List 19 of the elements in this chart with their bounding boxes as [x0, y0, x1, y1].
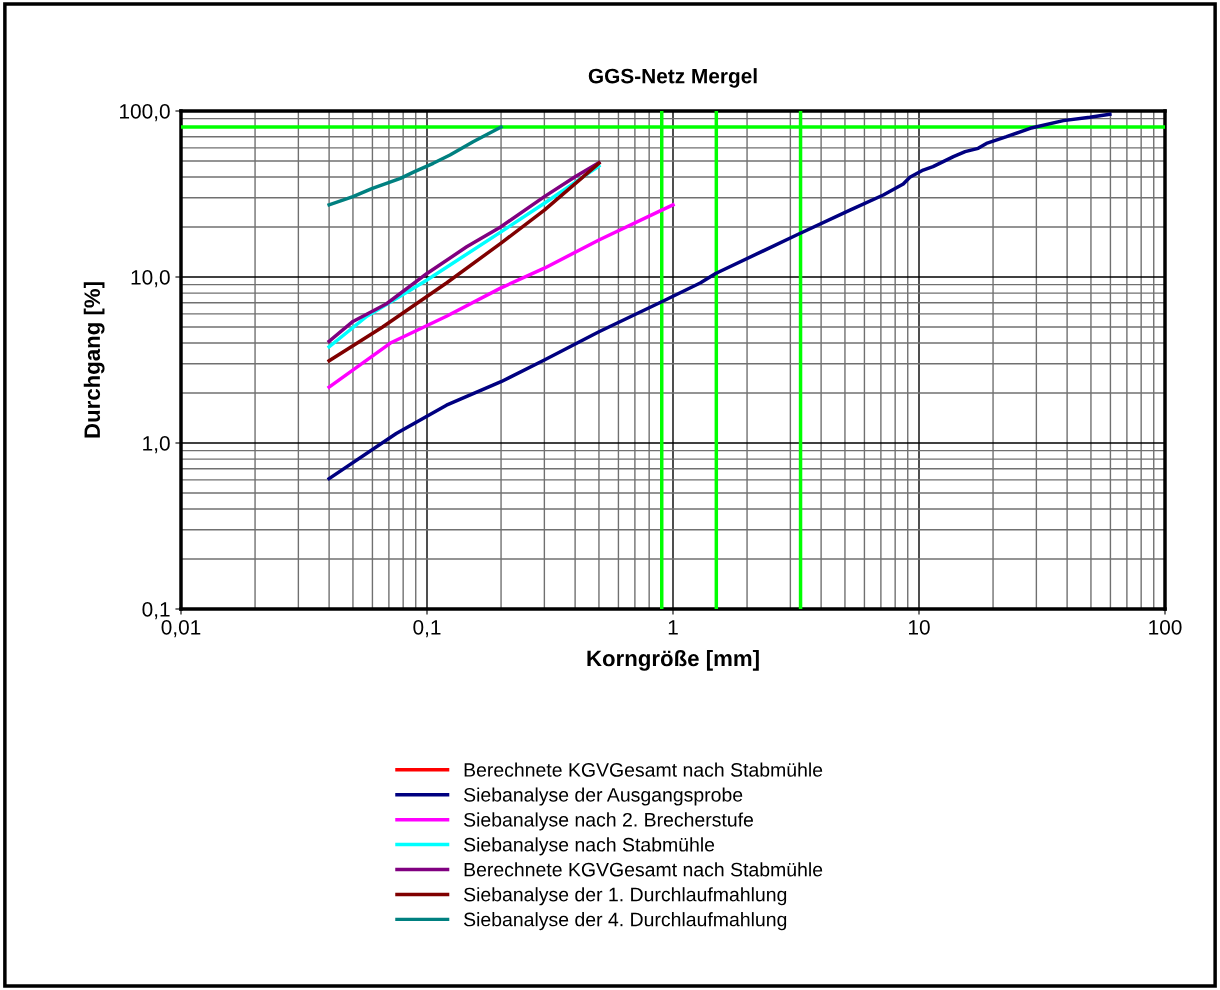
y-tick-label: 1,0 [143, 436, 170, 454]
x-tick-label: 10 [909, 619, 930, 635]
legend-label: Siebanalyse der 4. Durchlaufmahlung [463, 912, 787, 931]
y-tick-label: 0,1 [142, 602, 170, 620]
x-tick-label: 100 [1149, 619, 1182, 635]
legend-label: Berechnete KGVGesamt nach Stabmühle [464, 762, 823, 777]
x-tick-label: 1 [668, 620, 678, 635]
chart-title: GGS-Netz Mergel [588, 68, 757, 88]
x-tick-label: 0,1 [413, 619, 441, 638]
x-axis-title: Korngröße [mm] [587, 649, 759, 671]
legend-label: Siebanalyse nach 2. Brecherstufe [463, 812, 754, 831]
y-tick-label: 10,0 [131, 270, 170, 288]
legend-label: Siebanalyse der Ausgangsprobe [463, 787, 743, 806]
legend-label: Berechnete KGVGesamt nach Stabmühle [464, 862, 823, 877]
y-axis-title: Durchgang [%] [83, 282, 105, 438]
x-tick-label: 0,01 [161, 619, 201, 638]
legend-label: Siebanalyse der 1. Durchlaufmahlung [463, 887, 787, 906]
y-tick-label: 100,0 [120, 104, 170, 122]
legend-label: Siebanalyse nach Stabmühle [463, 837, 715, 856]
